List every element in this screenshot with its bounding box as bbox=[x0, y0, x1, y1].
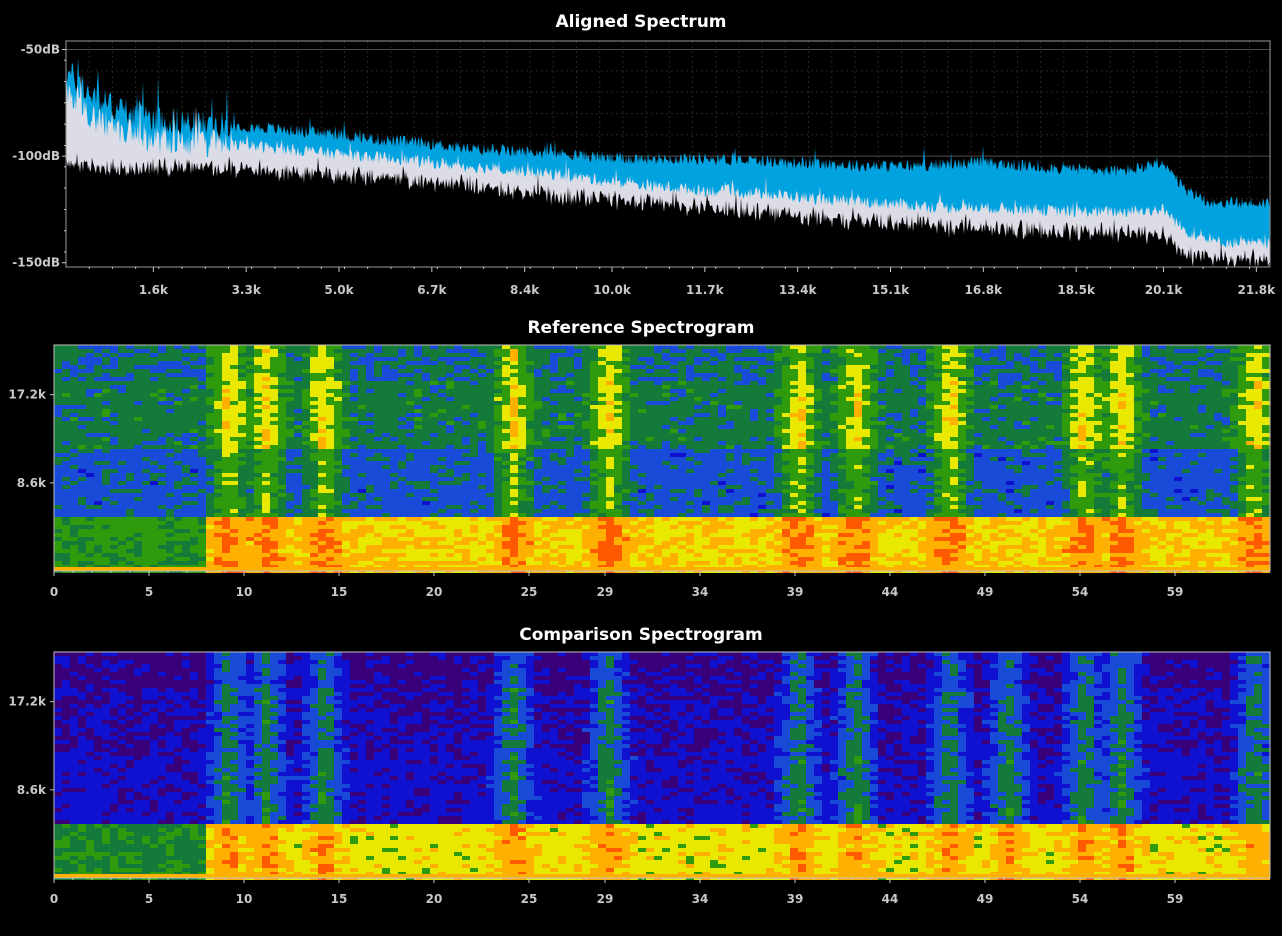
y-tick-label: -50dB bbox=[21, 43, 60, 57]
x-tick-label: 44 bbox=[882, 892, 899, 906]
x-tick-label: 5 bbox=[145, 892, 153, 906]
spectrogram-cells bbox=[54, 345, 1270, 573]
x-tick-label: 10 bbox=[236, 892, 253, 906]
spectrogram-cells bbox=[54, 652, 1270, 880]
aligned-spectrum-chart: -50dB -100dB -150dB 1.6k 3.3k 5.0k 6.7k 8.4k 10.… bbox=[12, 40, 1277, 297]
x-tick-label: 59 bbox=[1167, 585, 1184, 599]
x-tick-label: 20 bbox=[426, 892, 443, 906]
x-tick-label: 10.0k bbox=[593, 283, 632, 297]
x-tick-label: 39 bbox=[787, 585, 804, 599]
spectrum-title: Aligned Spectrum bbox=[555, 12, 727, 32]
x-tick-label: 54 bbox=[1072, 892, 1089, 906]
x-tick-label: 13.4k bbox=[779, 283, 818, 297]
x-tick-label: 5.0k bbox=[324, 283, 354, 297]
x-tick-label: 11.7k bbox=[686, 283, 725, 297]
x-tick-label: 54 bbox=[1072, 585, 1089, 599]
comparison-spectrogram-chart: 17.2k 8.6k 0 5 10 15 20 25 29 34 39 44 49 54 59 bbox=[8, 651, 1271, 906]
y-tick-label: 17.2k bbox=[8, 695, 47, 709]
y-tick-label: 17.2k bbox=[8, 388, 47, 402]
x-tick-label: 1.6k bbox=[139, 283, 169, 297]
y-tick-label: -100dB bbox=[12, 149, 60, 163]
x-tick-label: 29 bbox=[597, 585, 614, 599]
reference-spectrogram-chart: 17.2k 8.6k 0 5 10 15 20 25 29 34 39 44 49 54 59 bbox=[8, 344, 1271, 599]
x-tick-label: 20.1k bbox=[1145, 283, 1184, 297]
low-frequency-band bbox=[54, 567, 1270, 571]
reference-spectrogram-title: Reference Spectrogram bbox=[527, 318, 755, 338]
x-tick-label: 49 bbox=[977, 585, 994, 599]
x-tick-label: 10 bbox=[236, 585, 253, 599]
x-tick-label: 25 bbox=[521, 892, 538, 906]
x-tick-label: 15 bbox=[331, 585, 348, 599]
x-tick-label: 8.4k bbox=[510, 283, 540, 297]
x-tick-label: 44 bbox=[882, 585, 899, 599]
x-tick-label: 39 bbox=[787, 892, 804, 906]
x-tick-label: 20 bbox=[426, 585, 443, 599]
x-tick-label: 15.1k bbox=[872, 283, 911, 297]
x-tick-label: 5 bbox=[145, 585, 153, 599]
x-tick-label: 34 bbox=[692, 892, 709, 906]
plot-border bbox=[65, 40, 1271, 268]
y-tick-label: -150dB bbox=[12, 256, 60, 270]
x-tick-label: 29 bbox=[597, 892, 614, 906]
x-tick-label: 25 bbox=[521, 585, 538, 599]
low-frequency-band bbox=[54, 874, 1270, 878]
x-tick-label: 21.8k bbox=[1238, 283, 1277, 297]
x-tick-label: 49 bbox=[977, 892, 994, 906]
x-tick-label: 6.7k bbox=[417, 283, 447, 297]
x-tick-label: 34 bbox=[692, 585, 709, 599]
x-tick-label: 18.5k bbox=[1057, 283, 1096, 297]
y-tick-label: 8.6k bbox=[17, 783, 47, 797]
y-tick-label: 8.6k bbox=[17, 476, 47, 490]
x-tick-label: 3.3k bbox=[232, 283, 262, 297]
x-tick-label: 15 bbox=[331, 892, 348, 906]
x-tick-label: 59 bbox=[1167, 892, 1184, 906]
x-tick-label: 0 bbox=[50, 892, 58, 906]
x-tick-label: 16.8k bbox=[965, 283, 1004, 297]
spectrum-series-3 bbox=[66, 152, 1270, 267]
comparison-spectrogram-title: Comparison Spectrogram bbox=[519, 625, 763, 645]
x-tick-label: 0 bbox=[50, 585, 58, 599]
